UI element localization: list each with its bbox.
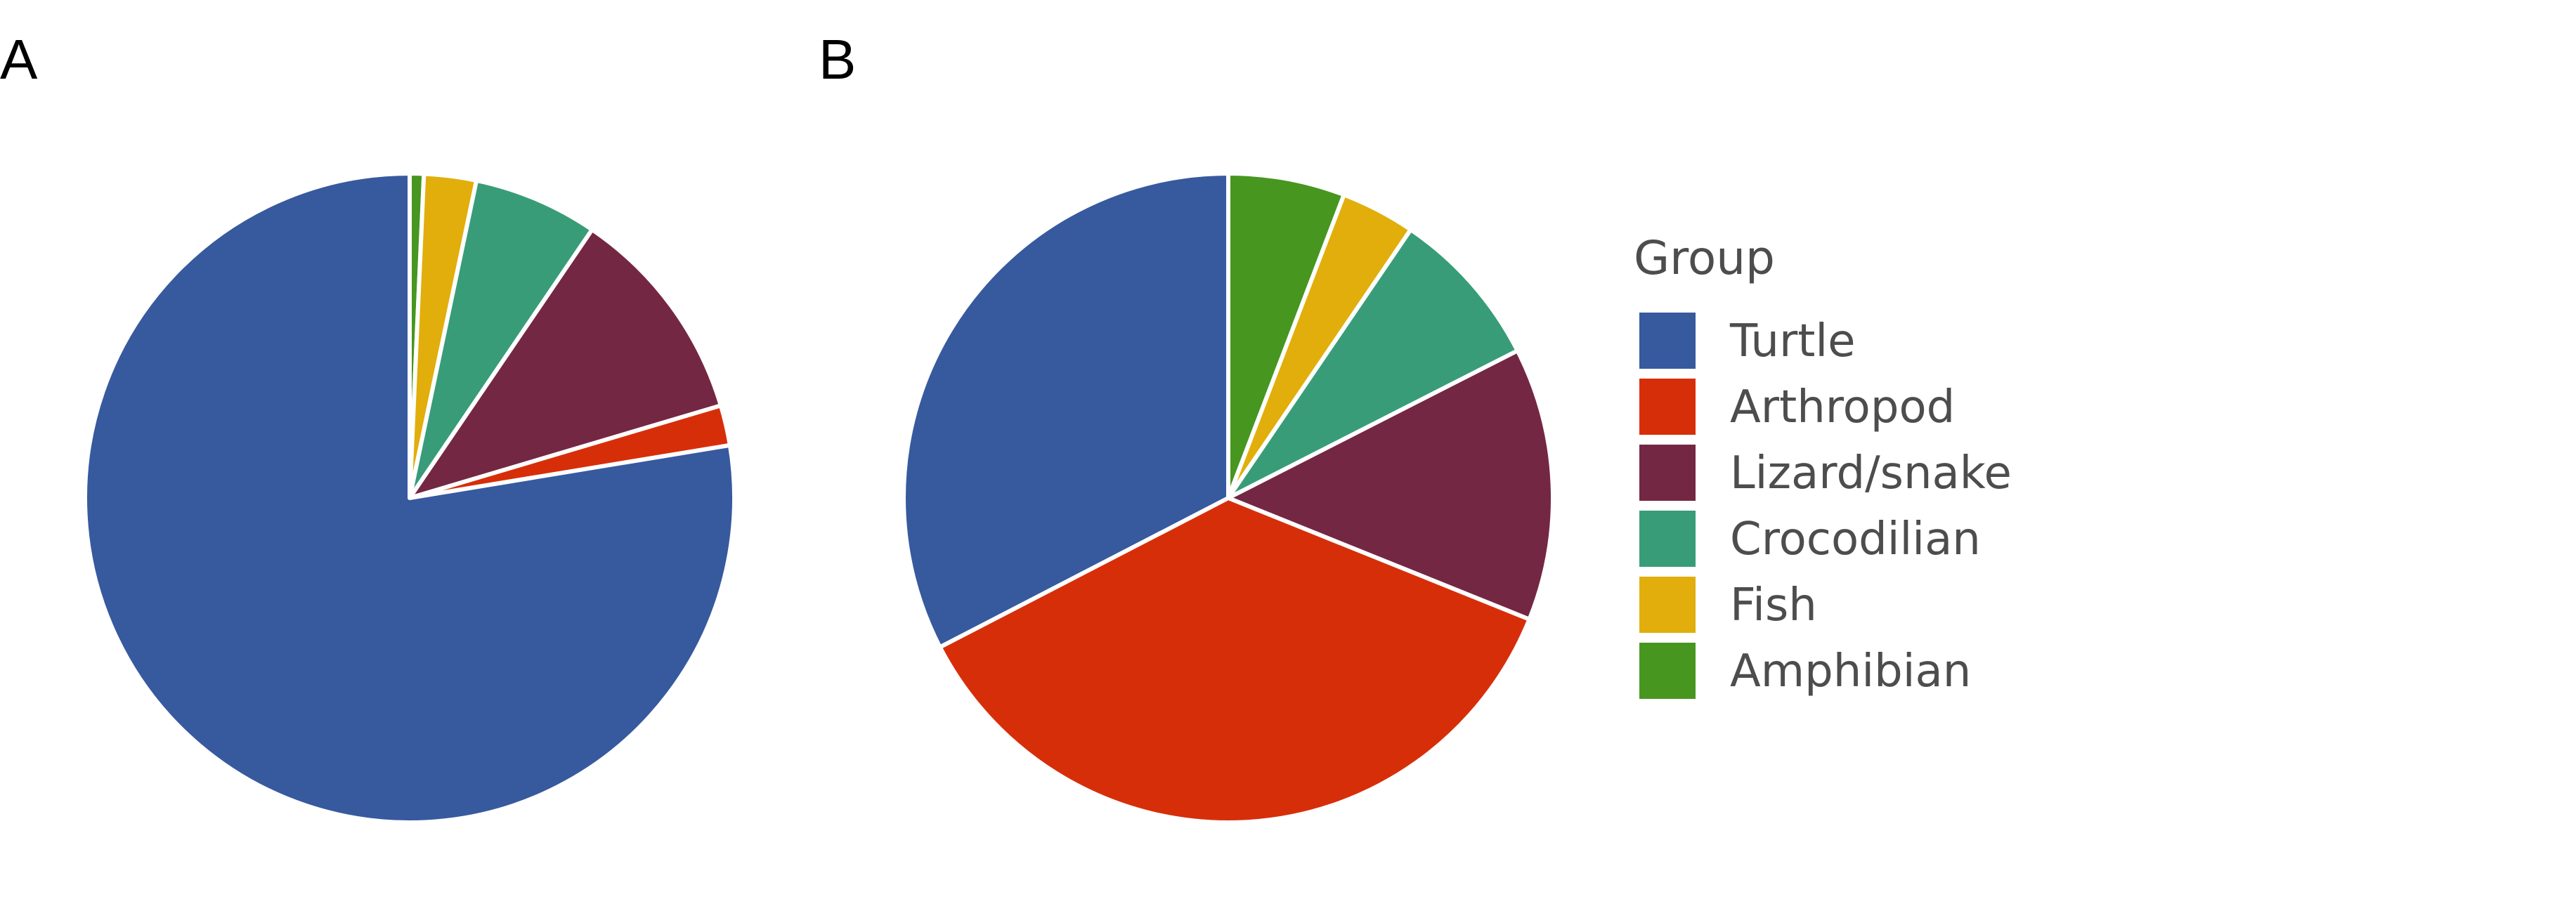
legend-label-turtle: Turtle — [1729, 315, 1856, 367]
pie-chart-b — [902, 171, 1555, 825]
legend-swatch-amphibian — [1639, 643, 1696, 699]
legend-label-amphibian: Amphibian — [1730, 645, 1971, 697]
pie-slice-b-crocodilian — [1226, 227, 1520, 500]
legend-swatch-crocodilian — [1639, 511, 1696, 567]
legend-swatch-lizard-snake — [1639, 445, 1696, 501]
pie-slice-b-lizard-snake — [1226, 348, 1555, 622]
legend-label-fish: Fish — [1730, 579, 1817, 631]
legend-swatch-arthropod — [1639, 379, 1696, 435]
pie-slice-b-turtle — [902, 171, 1230, 650]
panel-label-b: B — [819, 28, 856, 91]
legend-label-crocodilian: Crocodilian — [1730, 513, 1981, 565]
pie-chart-a — [83, 171, 736, 825]
pie-slice-a-lizard-snake — [408, 227, 723, 500]
legend-label-arthropod: Arthropod — [1730, 381, 1955, 433]
legend: Group Turtle Arthropod Lizard/snake Crocodi… — [1634, 231, 2012, 699]
legend-label-lizard-snake: Lizard/snake — [1730, 447, 2012, 499]
legend-swatch-fish — [1639, 577, 1696, 633]
panel-label-a: A — [0, 28, 38, 91]
pie-slice-a-crocodilian — [408, 178, 594, 500]
pie-slice-a-turtle — [83, 171, 736, 825]
pie-slice-b-arthropod — [937, 496, 1532, 825]
legend-swatch-turtle — [1639, 313, 1696, 369]
legend-title: Group — [1634, 231, 1775, 285]
